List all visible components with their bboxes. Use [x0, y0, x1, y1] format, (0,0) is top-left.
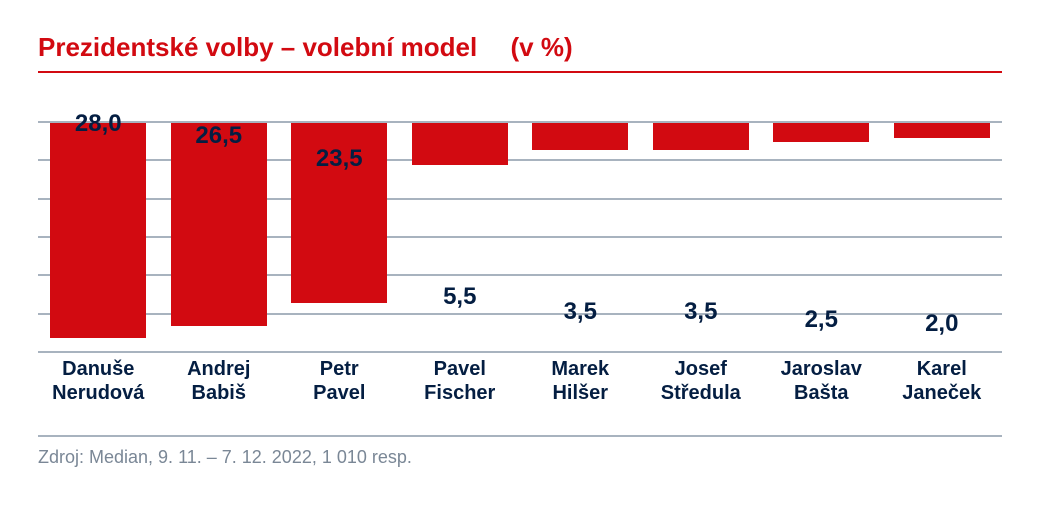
x-axis-label: Jaroslav Bašta	[761, 357, 882, 405]
bar-rect	[773, 123, 869, 142]
bar-rect	[412, 123, 508, 165]
x-axis-label: Andrej Babiš	[159, 357, 280, 405]
bar-value-label: 28,0	[38, 110, 159, 138]
bar-rect	[171, 123, 267, 326]
plot-region: 28,026,523,55,53,53,52,52,0	[38, 123, 1002, 353]
spacer	[38, 81, 1002, 123]
bar-rect	[653, 123, 749, 150]
bar-value-label: 3,5	[641, 298, 762, 326]
bar-slot: 3,5	[641, 123, 762, 353]
x-axis-label: Karel Janeček	[882, 357, 1003, 405]
bar-slot: 23,5	[279, 123, 400, 353]
bar-slot: 26,5	[159, 123, 280, 353]
chart-title: Prezidentské volby – volební model (v %)	[38, 32, 1002, 63]
x-axis-label: Pavel Fischer	[400, 357, 521, 405]
bar-rect	[894, 123, 990, 138]
bar-rect	[50, 123, 146, 338]
bar-value-label: 5,5	[400, 283, 521, 311]
title-main: Prezidentské volby – volební model	[38, 32, 477, 62]
x-axis-labels: Danuše NerudováAndrej BabišPetr PavelPav…	[38, 357, 1002, 405]
bottom-rule	[38, 435, 1002, 437]
title-suffix: (v %)	[484, 32, 572, 63]
chart-area: 28,026,523,55,53,53,52,52,0 Danuše Nerud…	[38, 123, 1002, 413]
bar-slot: 28,0	[38, 123, 159, 353]
bars: 28,026,523,55,53,53,52,52,0	[38, 123, 1002, 353]
bar-value-label: 26,5	[159, 122, 280, 150]
bar-value-label: 3,5	[520, 298, 641, 326]
bar-value-label: 23,5	[279, 145, 400, 173]
bar-value-label: 2,5	[761, 306, 882, 334]
title-rule	[38, 71, 1002, 73]
x-axis-label: Danuše Nerudová	[38, 357, 159, 405]
bar-slot: 5,5	[400, 123, 521, 353]
source-text: Zdroj: Median, 9. 11. – 7. 12. 2022, 1 0…	[38, 447, 1002, 468]
x-axis-label: Petr Pavel	[279, 357, 400, 405]
bar-rect	[532, 123, 628, 150]
x-axis-label: Marek Hilšer	[520, 357, 641, 405]
chart-container: Prezidentské volby – volební model (v %)…	[0, 0, 1040, 505]
x-axis-label: Josef Středula	[641, 357, 762, 405]
bar-slot: 2,0	[882, 123, 1003, 353]
bar-slot: 2,5	[761, 123, 882, 353]
bar-value-label: 2,0	[882, 310, 1003, 338]
bar-slot: 3,5	[520, 123, 641, 353]
